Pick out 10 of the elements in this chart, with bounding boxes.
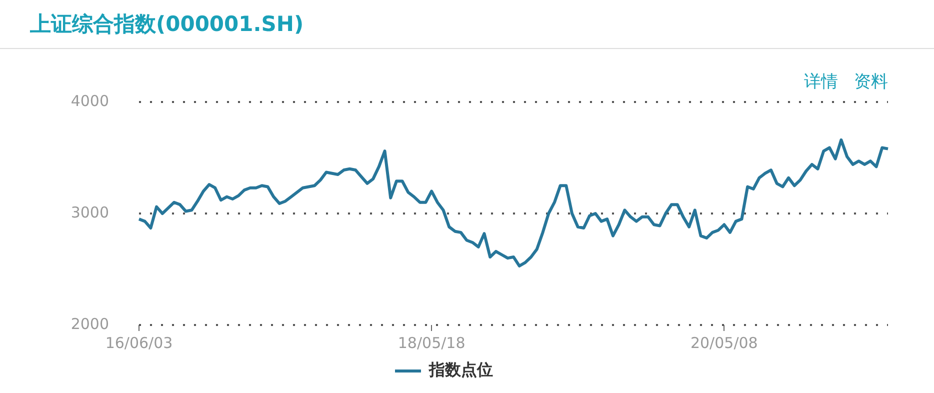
chart-title: 上证综合指数(000001.SH): [30, 11, 304, 38]
y-tick-label: 4000: [70, 92, 109, 110]
legend-label: 指数点位: [428, 360, 493, 380]
x-tick-label: 18/05/18: [398, 334, 466, 352]
text: 详情: [804, 72, 838, 92]
y-tick-label: 3000: [70, 203, 109, 222]
x-tick-label: 16/06/03: [105, 334, 173, 352]
text: 资料: [854, 72, 888, 92]
x-tick-label: 20/05/08: [690, 334, 758, 352]
y-tick-label: 2000: [70, 314, 109, 333]
